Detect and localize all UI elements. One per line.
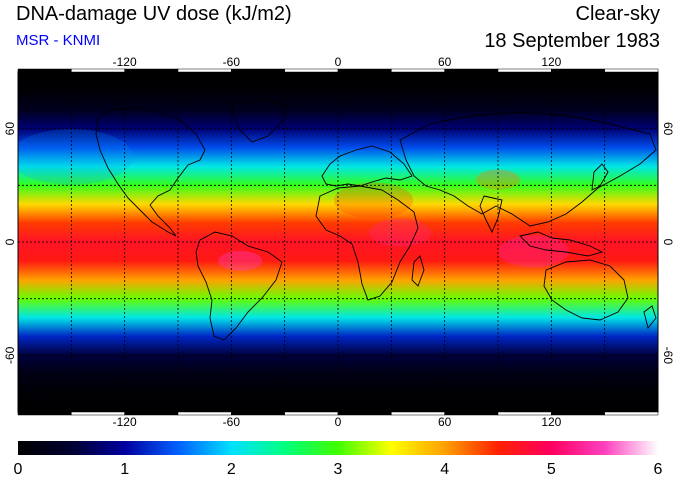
frame-tick-segment: [391, 68, 445, 73]
coast-greenland: [231, 99, 289, 143]
lon-tick-label: -60: [223, 415, 241, 429]
lon-tick-label: -120: [113, 55, 137, 69]
frame-tick-segment: [231, 68, 285, 73]
lat-tick-label: -60: [661, 347, 675, 365]
colorbar-tick-label: 3: [334, 461, 343, 478]
lon-tick-label: 120: [541, 415, 561, 429]
lon-labels-bottom: -120 -60 0 60 120: [113, 415, 562, 429]
lon-tick-label: -120: [113, 415, 137, 429]
date-label: 18 September 1983: [484, 30, 660, 52]
lat-labels-left: 60 0 -60: [3, 122, 17, 364]
frame-tick-segment: [284, 68, 339, 73]
frame-tick-segment: [337, 411, 392, 416]
coast-south-america: [195, 231, 283, 341]
lon-tick-label: 0: [335, 55, 342, 69]
frame-tick-segment: [337, 68, 392, 73]
coastlines: [18, 99, 658, 403]
lat-labels-right: 60 0 -60: [661, 122, 675, 364]
coast-india: [479, 195, 503, 234]
coast-antarctica: [18, 393, 658, 403]
lon-tick-label: 0: [335, 415, 342, 429]
colorbar-tick-label: 1: [120, 461, 129, 478]
coast-asia: [399, 111, 657, 227]
colorbar-tick-label: 2: [227, 461, 236, 478]
colorbar-tick-label: 6: [654, 461, 663, 478]
coast-madagascar: [411, 255, 425, 287]
frame-tick-segment: [124, 68, 179, 73]
colorbar-gradient-bar: [18, 441, 658, 455]
lat-tick-label: 0: [3, 238, 17, 245]
frame-tick-segment: [604, 411, 659, 416]
coast-australia: [543, 259, 629, 321]
coast-indonesia: [519, 231, 604, 257]
lon-tick-label: -60: [223, 55, 241, 69]
frame-tick-segment: [444, 68, 499, 73]
frame-ticks: [17, 68, 659, 416]
dose-patch: [333, 182, 414, 219]
lon-labels-top: -120 -60 0 60 120: [113, 55, 562, 69]
frame-tick-segment: [284, 411, 339, 416]
lon-tick-label: 120: [541, 55, 561, 69]
dose-patch: [369, 218, 432, 247]
frame-tick-segment: [551, 68, 605, 73]
frame-tick-segment: [71, 68, 125, 73]
dose-patch: [498, 235, 569, 268]
frame-tick-segment: [17, 68, 72, 73]
lat-tick-label: 0: [661, 239, 675, 246]
lat-tick-label: 60: [3, 122, 17, 136]
coast-japan: [591, 163, 609, 191]
gridlines: [18, 72, 658, 412]
frame-tick-segment: [17, 411, 72, 416]
source-label: MSR - KNMI: [16, 32, 101, 49]
sky-condition-label: Clear-sky: [575, 3, 660, 25]
frame-tick-segment: [604, 68, 659, 73]
frame-tick-segment: [391, 411, 445, 416]
colorbar-tick-label: 4: [440, 461, 449, 478]
lat-tick-label: -60: [3, 346, 17, 364]
colorbar-tick-label: 5: [547, 461, 556, 478]
dose-patch: [476, 169, 520, 190]
coast-new-zealand: [643, 305, 657, 329]
lat-tick-label: 60: [661, 122, 675, 136]
coast-africa: [315, 185, 419, 301]
coast-north-america: [95, 107, 206, 237]
frame-tick-segment: [444, 411, 499, 416]
dose-patch: [18, 129, 133, 185]
map-title: DNA-damage UV dose (kJ/m2): [16, 3, 292, 25]
lon-tick-label: 60: [438, 55, 452, 69]
colorbar-tick-label: 0: [14, 461, 23, 478]
colorbar-labels: 0 1 2 3 4 5 6: [14, 461, 663, 478]
field-texture: [18, 129, 569, 271]
lon-tick-label: 60: [438, 415, 452, 429]
frame-tick-segment: [177, 68, 232, 73]
dose-patch: [218, 250, 263, 271]
frame-tick-segment: [497, 68, 552, 73]
map-panel: -120 -60 0 60 120 -120 -60 0 60 120 60 0 -60 60 0 -6…: [3, 55, 675, 429]
colorbar: 0 1 2 3 4 5 6: [14, 441, 663, 478]
